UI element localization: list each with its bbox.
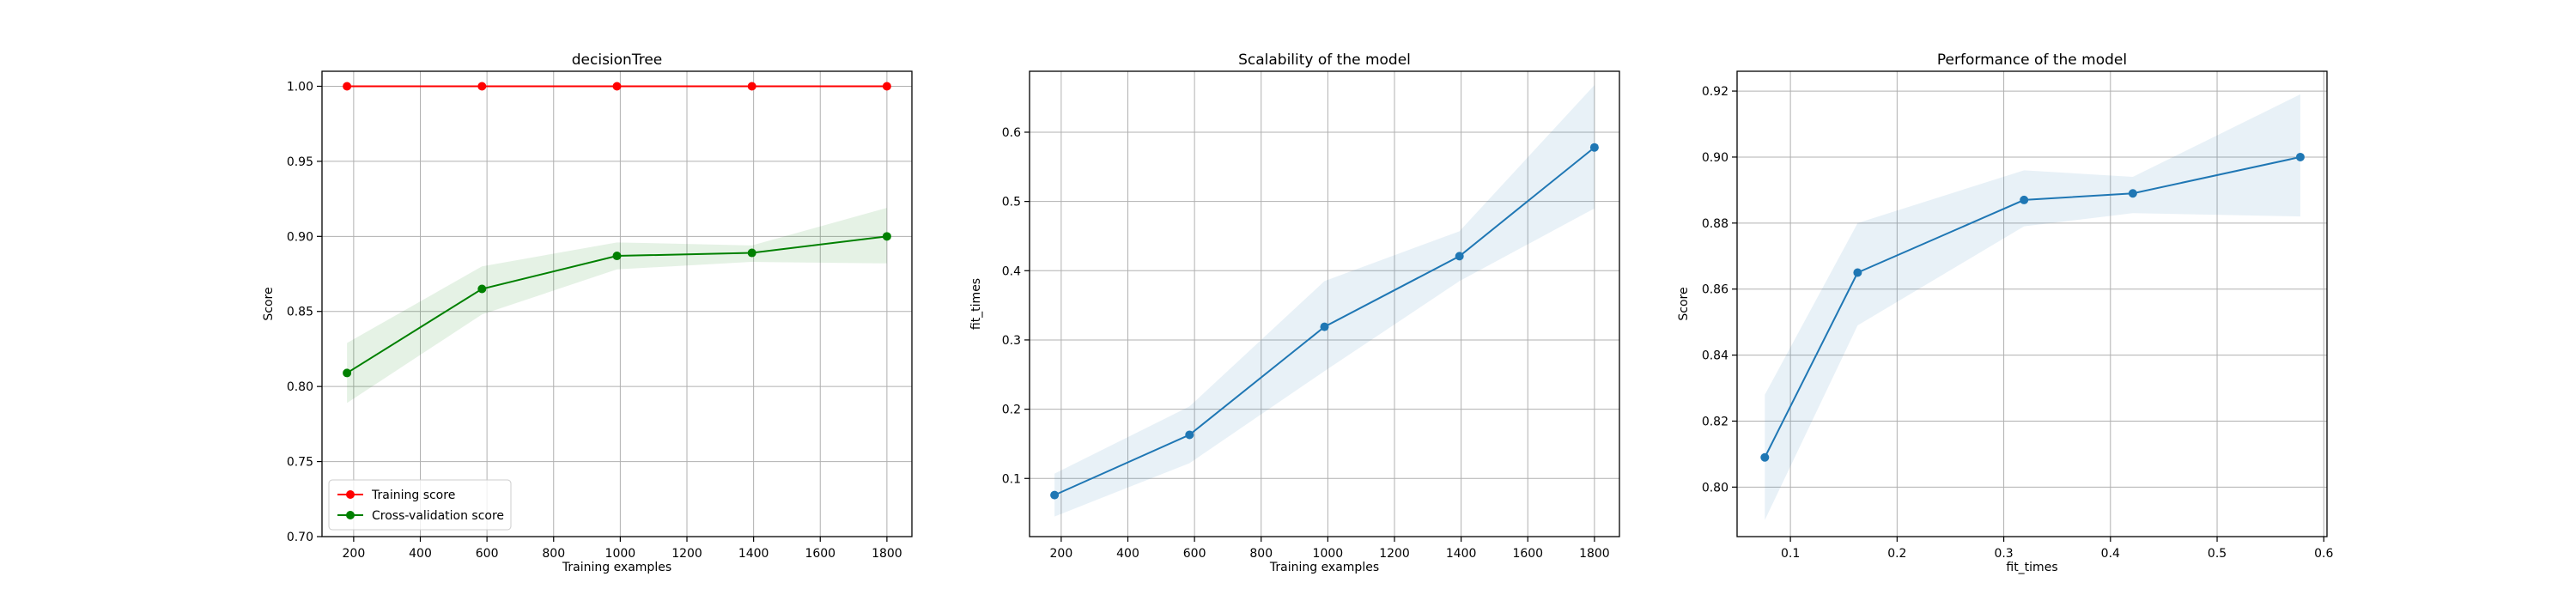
tick-label-y: 0.4 (1002, 264, 1021, 278)
data-point (747, 82, 756, 91)
plot-frame (1029, 70, 1620, 537)
plot-frame (321, 70, 913, 537)
tick-label-x: 1800 (1579, 547, 1610, 561)
tick-label-y: 0.90 (1702, 151, 1728, 165)
data-point (1853, 268, 1862, 277)
tick-label-y: 0.80 (1702, 481, 1728, 495)
data-point (1185, 430, 1194, 440)
tick-label-y: 0.88 (1702, 217, 1728, 231)
tick-label-y: 0.95 (287, 155, 313, 169)
tick-label-y: 0.3 (1002, 334, 1021, 348)
data-point (882, 232, 891, 241)
tick-label-y: 0.1 (1002, 472, 1021, 486)
y-axis-label: Score (1677, 287, 1691, 320)
x-axis-label: Training examples (1269, 561, 1379, 574)
data-point (747, 248, 756, 258)
data-point (612, 252, 622, 261)
tick-label-x: 1600 (805, 547, 835, 561)
data-point (1760, 452, 1770, 462)
data-point (1320, 322, 1329, 331)
tick-label-y: 0.70 (287, 531, 313, 544)
tick-label-x: 0.5 (2208, 547, 2227, 561)
data-point (2295, 152, 2305, 161)
tick-label-y: 0.84 (1702, 349, 1728, 363)
tick-label-x: 800 (542, 547, 565, 561)
tick-label-x: 400 (409, 547, 432, 561)
tick-label-x: 0.3 (1994, 547, 2013, 561)
tick-label-y: 0.85 (287, 306, 313, 319)
chart-title: decisionTree (572, 52, 663, 69)
tick-label-y: 0.86 (1702, 283, 1728, 297)
data-point (882, 82, 891, 91)
legend-swatch-marker (346, 490, 355, 499)
tick-label-y: 0.92 (1702, 85, 1728, 99)
data-point (1455, 252, 1464, 261)
tick-label-x: 200 (343, 547, 366, 561)
legend-box (328, 479, 512, 531)
data-point (477, 284, 487, 294)
data-point (477, 82, 487, 91)
tick-label-x: 1200 (671, 547, 702, 561)
tick-label-x: 1200 (1379, 547, 1410, 561)
tick-label-x: 0.4 (2101, 547, 2120, 561)
tick-label-y: 0.5 (1002, 196, 1021, 209)
chart-title: Performance of the model (1937, 52, 2127, 69)
tick-label-x: 600 (476, 547, 499, 561)
tick-label-x: 1800 (872, 547, 902, 561)
chart-scalability: 200 400 600 800 1000 1200 1400 1600 1800 0.1 0.2 0.… (969, 52, 1620, 574)
tick-label-x: 800 (1249, 547, 1273, 561)
chart-performance: 0.1 0.2 0.3 0.4 0.5 0.6 0.80 0.82 0.84 0.86 0.88 0.… (1677, 52, 2333, 574)
tick-label-y: 0.75 (287, 456, 313, 470)
tick-label-x: 1000 (1313, 547, 1344, 561)
data-point (1050, 490, 1060, 500)
data-point (343, 82, 352, 91)
tick-label-x: 1600 (1512, 547, 1543, 561)
legend-swatch-marker (346, 511, 355, 519)
legend-label: Training score (371, 489, 455, 502)
x-axis-label: Training examples (562, 561, 671, 574)
tick-label-x: 0.2 (1887, 547, 1906, 561)
y-axis-label: fit_times (969, 278, 983, 330)
chart-decision-tree: 200 400 600 800 1000 1200 1400 1600 1800 0.70 0.75… (262, 52, 913, 574)
y-axis-label: Score (262, 287, 276, 320)
tick-label-y: 0.82 (1702, 415, 1728, 428)
tick-label-y: 0.6 (1002, 126, 1021, 140)
tick-label-y: 0.2 (1002, 404, 1021, 417)
legend: Training score Cross-validation score (328, 479, 512, 531)
tick-label-x: 400 (1116, 547, 1139, 561)
data-point (2128, 189, 2137, 198)
tick-label-y: 0.90 (287, 230, 313, 244)
tick-label-x: 1400 (738, 547, 769, 561)
tick-label-y: 1.00 (287, 80, 313, 94)
tick-label-x: 1000 (605, 547, 636, 561)
confidence-band (347, 208, 887, 404)
tick-label-x: 0.1 (1781, 547, 1800, 561)
confidence-band (1054, 85, 1595, 517)
plot-frame (1736, 70, 2328, 537)
data-point (343, 368, 352, 378)
tick-label-x: 1400 (1446, 547, 1477, 561)
x-axis-label: fit_times (2006, 561, 2057, 574)
legend-label: Cross-validation score (372, 509, 504, 523)
data-point (612, 82, 622, 91)
tick-label-x: 0.6 (2314, 547, 2333, 561)
tick-label-x: 600 (1183, 547, 1206, 561)
chart-title: Scalability of the model (1238, 52, 1411, 69)
tick-label-x: 200 (1050, 547, 1073, 561)
data-point (2020, 195, 2029, 204)
tick-label-y: 0.80 (287, 380, 313, 394)
confidence-band (1765, 94, 2300, 520)
data-point (1589, 143, 1599, 152)
